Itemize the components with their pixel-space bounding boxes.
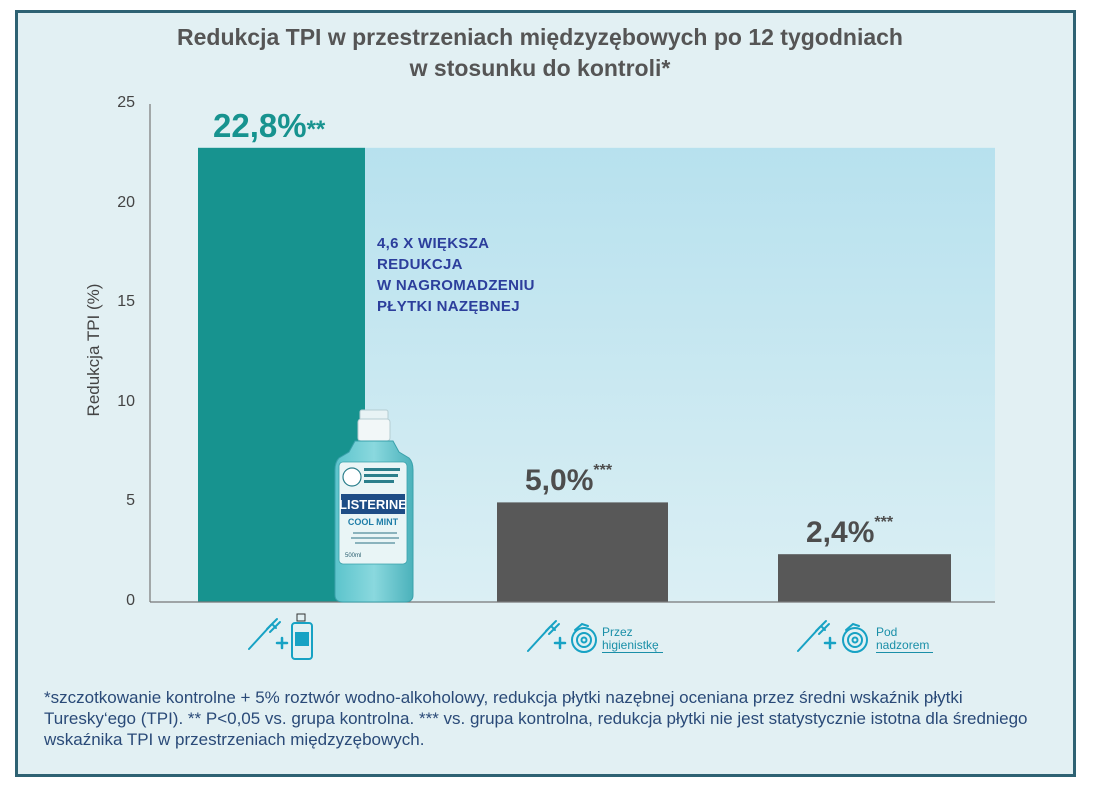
- y-tick-label: 25: [117, 94, 135, 111]
- bottle-volume: 500ml: [345, 553, 361, 559]
- category-label-line: Przez: [602, 625, 633, 639]
- chart-title: Redukcja TPI w przestrzeniach międzyzębo…: [40, 22, 1040, 84]
- dental-floss-icon: [571, 622, 597, 653]
- mouthwash-bottle-icon: [291, 613, 313, 660]
- bar: [497, 502, 668, 602]
- dental-floss-icon: [842, 622, 868, 653]
- floss-core: [580, 636, 588, 644]
- floss-core: [851, 636, 859, 644]
- plus-icon: [553, 636, 567, 650]
- floss-inner: [847, 632, 863, 648]
- bottle-brand: LISTERINE: [339, 497, 407, 512]
- floss-outer: [571, 627, 597, 653]
- bottle-variant: COOL MINT: [348, 517, 399, 527]
- category-label-group2: Przez higienistkę: [602, 626, 663, 653]
- annotation-line: REDUKCJA: [377, 256, 463, 273]
- chart-title-line1: Redukcja TPI w przestrzeniach międzyzębo…: [177, 24, 903, 50]
- category-label-line: higienistkę: [602, 639, 663, 653]
- data-label: 2,4%***: [806, 514, 894, 550]
- bottle-icon-label: [295, 632, 309, 646]
- chart-annotation: 4,6 X WIĘKSZA REDUKCJA W NAGROMADZENIU P…: [377, 233, 535, 317]
- data-label: 22,8%**: [213, 106, 326, 144]
- category-label-line: Pod: [876, 625, 898, 639]
- floss-inner: [576, 632, 592, 648]
- category-label-line: nadzorem: [876, 639, 934, 653]
- plus-shape: [823, 636, 837, 650]
- y-tick-label: 0: [126, 592, 135, 609]
- floss-outer: [842, 627, 868, 653]
- data-label: 5,0%***: [525, 462, 613, 498]
- category-label-group3: Pod nadzorem: [876, 625, 934, 653]
- plus-icon: [275, 636, 289, 650]
- footnote: *szczotkowanie kontrolne + 5% roztwór wo…: [44, 688, 1028, 749]
- bottle-icon-cap: [296, 613, 306, 622]
- plus-shape: [553, 636, 567, 650]
- annotation-line: W NAGROMADZENIU: [377, 277, 535, 294]
- toothbrush-icon: [248, 618, 281, 650]
- bottle-icon-body: [291, 622, 313, 660]
- toothbrush-bristles: [545, 620, 560, 635]
- y-axis-label: Redukcja TPI (%): [84, 283, 103, 417]
- plus-shape: [275, 636, 289, 650]
- floss-lid: [574, 622, 589, 631]
- annotation-line: 4,6 X WIĘKSZA: [377, 235, 490, 252]
- annotation-line: PŁYTKI NAZĘBNEJ: [377, 298, 520, 315]
- toothbrush-bristles: [815, 620, 830, 635]
- bar: [778, 554, 951, 602]
- mouthwash-bottle-image: LISTERINE COOL MINT 500ml: [334, 409, 414, 603]
- y-tick-label: 15: [117, 293, 135, 311]
- y-tick-label: 5: [126, 492, 135, 510]
- plus-icon: [823, 636, 837, 650]
- y-tick-label: 20: [117, 193, 135, 211]
- toothbrush-bristles: [266, 618, 281, 633]
- toothbrush-icon: [797, 620, 830, 652]
- chart-title-line2: w stosunku do kontroli*: [409, 55, 671, 81]
- toothbrush-icon: [527, 620, 560, 652]
- floss-lid: [845, 622, 860, 631]
- y-tick-label: 10: [117, 392, 135, 410]
